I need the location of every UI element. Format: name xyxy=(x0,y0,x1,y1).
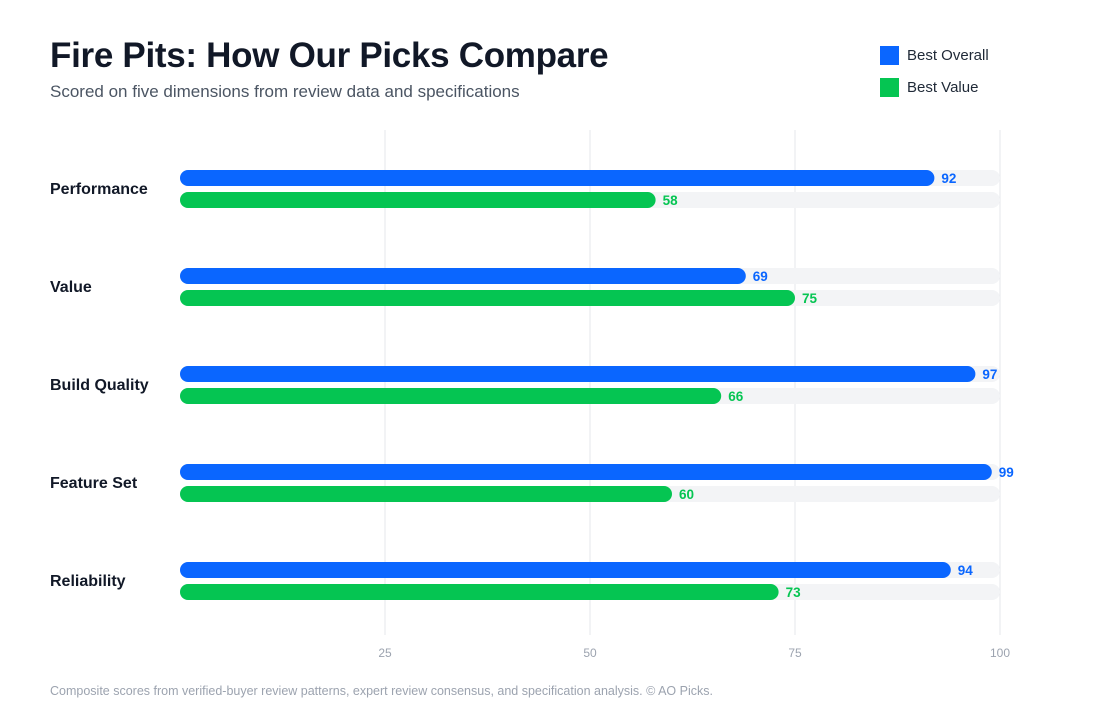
x-tick-label-75: 75 xyxy=(788,646,802,660)
value-label-value-best-value: 75 xyxy=(802,291,818,306)
value-label-feature-set-best-value: 60 xyxy=(679,487,694,502)
x-tick-label-100: 100 xyxy=(990,646,1010,660)
bar-value-best-overall xyxy=(180,268,746,284)
bar-build-quality-best-overall xyxy=(180,366,976,382)
legend-label-best-overall: Best Overall xyxy=(907,46,989,64)
chart-title: Fire Pits: How Our Picks Compare xyxy=(50,36,609,75)
value-label-performance-best-value: 58 xyxy=(663,193,679,208)
value-label-build-quality-best-value: 66 xyxy=(728,389,744,404)
bar-reliability-best-value xyxy=(180,584,779,600)
category-label-performance: Performance xyxy=(50,181,148,198)
legend-item-best-overall: Best Overall xyxy=(880,45,989,65)
category-label-reliability: Reliability xyxy=(50,573,126,590)
footnote: Composite scores from verified-buyer rev… xyxy=(50,684,713,698)
bar-feature-set-best-value xyxy=(180,486,672,502)
bar-reliability-best-overall xyxy=(180,562,951,578)
legend-swatch-best-value xyxy=(880,77,899,97)
bar-build-quality-best-value xyxy=(180,388,722,404)
value-label-performance-best-overall: 92 xyxy=(941,171,956,186)
bar-performance-best-overall xyxy=(180,170,935,186)
legend-item-best-value: Best Value xyxy=(880,77,989,97)
category-label-value: Value xyxy=(50,279,92,296)
value-label-value-best-overall: 69 xyxy=(753,269,768,284)
bar-value-best-value xyxy=(180,290,795,306)
legend: Best Overall Best Value xyxy=(880,45,989,109)
value-label-feature-set-best-overall: 99 xyxy=(999,465,1014,480)
value-label-build-quality-best-overall: 97 xyxy=(982,367,997,382)
legend-label-best-value: Best Value xyxy=(907,78,979,96)
bar-feature-set-best-overall xyxy=(180,464,992,480)
legend-swatch-best-overall xyxy=(880,45,899,65)
value-label-reliability-best-value: 73 xyxy=(786,585,802,600)
bar-performance-best-value xyxy=(180,192,656,208)
category-label-feature-set: Feature Set xyxy=(50,475,138,492)
category-label-build-quality: Build Quality xyxy=(50,377,149,394)
x-tick-label-25: 25 xyxy=(378,646,392,660)
chart-subtitle: Scored on five dimensions from review da… xyxy=(50,82,520,101)
x-tick-label-50: 50 xyxy=(583,646,597,660)
value-label-reliability-best-overall: 94 xyxy=(958,563,974,578)
